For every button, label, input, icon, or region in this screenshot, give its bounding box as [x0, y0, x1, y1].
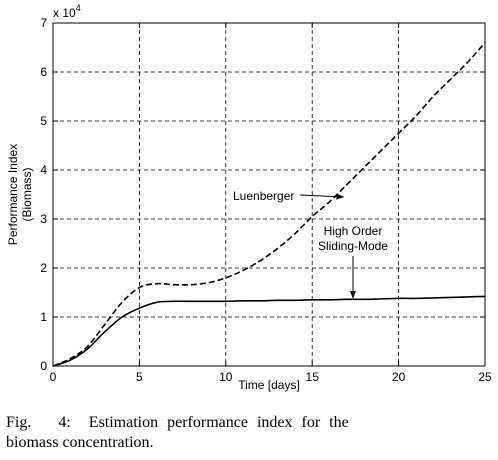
- y-tick-label: 7: [40, 16, 47, 30]
- y-tick-label: 5: [40, 114, 47, 128]
- ticks: 0 5 10 15 20 25 0 1 2 3 4 5 6 7: [40, 16, 492, 384]
- y-tick-label: 2: [40, 261, 47, 275]
- sliding-mode-annotation-line-2: Sliding-Mode: [318, 239, 388, 253]
- y-tick-label: 6: [40, 65, 47, 79]
- y-tick-label: 0: [40, 359, 47, 373]
- annotations: Luenberger High Order Sliding-Mode: [233, 189, 388, 299]
- chart: 0 5 10 15 20 25 0 1 2 3 4 5 6 7 x 104 Time [days] Per…: [6, 3, 492, 392]
- luenberger-arrow: [299, 193, 345, 200]
- series-group: [52, 42, 486, 367]
- y-axis-label: Performance Index (Biomass): [6, 144, 34, 245]
- x-tick-label: 5: [136, 370, 143, 384]
- y-tick-label: 3: [40, 212, 47, 226]
- y-scale-label: x 104: [53, 3, 81, 20]
- x-axis-label: Time [days]: [238, 378, 300, 392]
- y-tick-label: 4: [40, 163, 47, 177]
- x-tick-label: 15: [306, 370, 320, 384]
- luenberger-series-line: [52, 42, 486, 367]
- sliding-mode-series-line: [52, 295, 486, 367]
- y-axis-label-line-1: Performance Index: [6, 144, 20, 245]
- x-tick-label: 20: [392, 370, 406, 384]
- figure-caption: Fig. 4: Estimation performance index for…: [6, 413, 486, 453]
- luenberger-annotation: Luenberger: [233, 189, 294, 203]
- y-tick-label: 1: [40, 310, 47, 324]
- x-tick-label: 10: [219, 370, 233, 384]
- x-tick-label: 25: [478, 370, 492, 384]
- plot-frame: [52, 22, 486, 367]
- x-tick-label: 0: [50, 370, 57, 384]
- caption-line-1: Fig. 4: Estimation performance index for…: [6, 414, 349, 431]
- sliding-mode-annotation-line-1: High Order: [324, 224, 383, 238]
- caption-line-2: biomass concentration.: [6, 434, 154, 451]
- grid: [53, 23, 485, 366]
- y-axis-label-line-2: (Biomass): [20, 167, 34, 221]
